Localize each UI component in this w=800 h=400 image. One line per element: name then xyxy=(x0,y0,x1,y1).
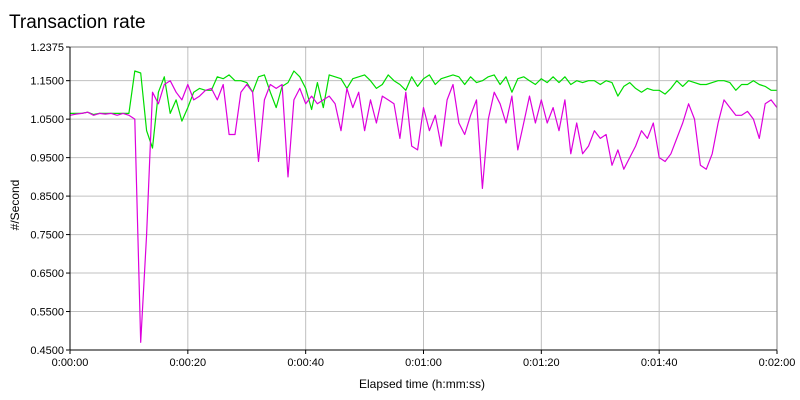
series-line-2 xyxy=(69,80,778,343)
tick-labels: 0.4500 0.5500 0.6500 0.7500 0.8500 0.9500 1.05… xyxy=(30,42,795,369)
series-group xyxy=(69,70,778,343)
x-tick-label: 0:00:00 xyxy=(52,357,89,369)
chart-title: Transaction rate xyxy=(9,12,146,33)
x-tick-label: 0:01:20 xyxy=(523,357,560,369)
y-axis-label: #/Second xyxy=(8,180,22,231)
y-tick-label: 1.2375 xyxy=(30,42,64,54)
y-tick-label: 0.4500 xyxy=(30,345,64,357)
y-tick-label: 0.8500 xyxy=(30,191,64,203)
axes xyxy=(66,46,778,354)
y-tick-label: 0.6500 xyxy=(30,268,64,280)
x-tick-label: 0:00:40 xyxy=(287,357,324,369)
y-tick-label: 0.5500 xyxy=(30,307,64,319)
y-tick-label: 0.9500 xyxy=(30,153,64,165)
x-axis-label: Elapsed time (h:mm:ss) xyxy=(359,377,485,391)
x-tick-label: 0:01:40 xyxy=(641,357,678,369)
y-tick-label: 0.7500 xyxy=(30,230,64,242)
y-tick-label: 1.1500 xyxy=(30,76,64,88)
y-tick-label: 1.0500 xyxy=(30,114,64,126)
x-tick-label: 0:00:20 xyxy=(169,357,206,369)
x-tick-label: 0:01:00 xyxy=(405,357,442,369)
x-tick-label: 0:02:00 xyxy=(759,357,796,369)
series-line-1 xyxy=(70,70,777,149)
